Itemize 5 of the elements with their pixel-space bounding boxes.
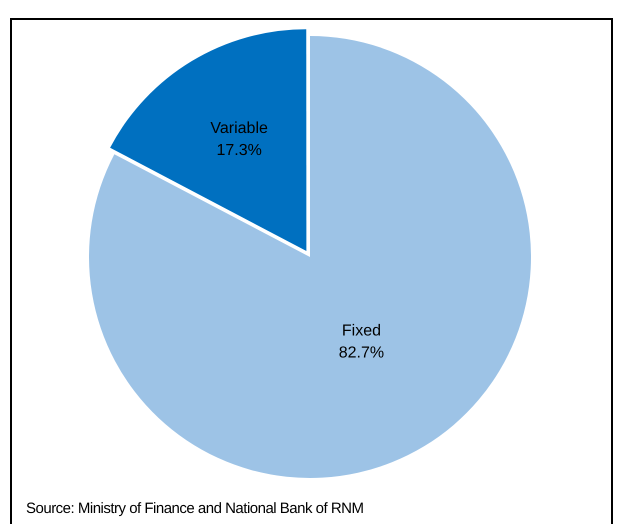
data-label: 82.7% xyxy=(338,344,384,362)
slice-label: Variable xyxy=(210,120,268,138)
source-note: Source: Ministry of Finance and National Bank of RNM xyxy=(26,500,364,517)
slice-label: Fixed xyxy=(342,322,381,340)
data-label: 17.3% xyxy=(216,142,262,160)
